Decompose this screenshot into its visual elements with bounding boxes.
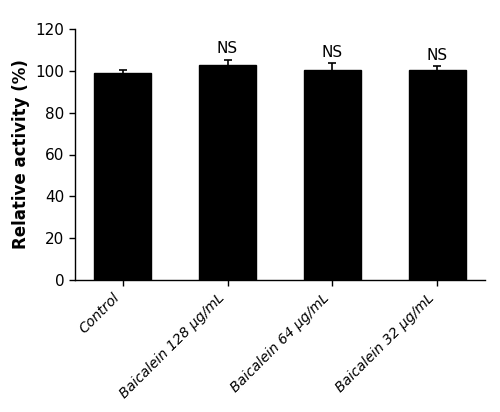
Bar [304, 70, 362, 280]
Bar [408, 70, 467, 280]
Text: NS: NS [217, 42, 238, 56]
Bar [198, 65, 256, 280]
Bar [94, 73, 152, 280]
Text: NS: NS [427, 47, 448, 63]
Text: NS: NS [322, 44, 343, 60]
Y-axis label: Relative activity (%): Relative activity (%) [12, 60, 30, 249]
